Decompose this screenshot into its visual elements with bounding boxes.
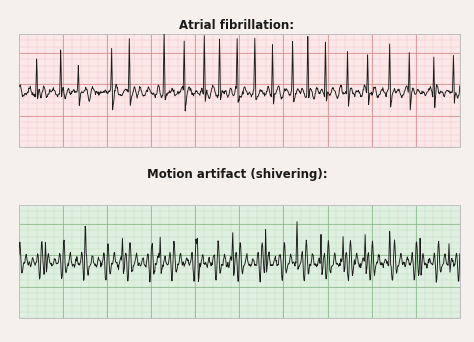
Text: Atrial fibrillation:: Atrial fibrillation: bbox=[180, 19, 294, 32]
Text: Motion artifact (shivering):: Motion artifact (shivering): bbox=[146, 168, 328, 181]
